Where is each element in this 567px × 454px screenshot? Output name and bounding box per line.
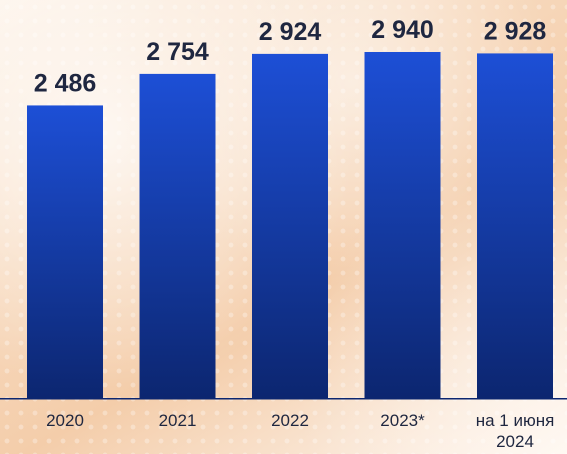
bar-0 bbox=[27, 105, 103, 398]
bar-3 bbox=[364, 52, 441, 398]
value-label-4: 2 928 bbox=[484, 17, 547, 45]
value-label-1: 2 754 bbox=[146, 38, 209, 66]
x-tick-label-1: 2021 bbox=[159, 411, 197, 430]
bar-2 bbox=[252, 53, 328, 398]
x-tick-label-0: 2020 bbox=[46, 411, 84, 430]
value-label-2: 2 924 bbox=[259, 18, 322, 46]
bar-1 bbox=[139, 73, 216, 398]
bars-group bbox=[27, 52, 553, 399]
value-labels-group: 2 486 2 754 2 924 2 940 2 928 bbox=[34, 16, 547, 97]
x-tick-label-4: на 1 июня 2024 bbox=[476, 411, 555, 451]
x-tick-label-2: 2022 bbox=[271, 411, 309, 430]
x-tick-labels-group: 2020 2021 2022 2023* на 1 июня 2024 bbox=[46, 411, 554, 451]
x-tick-label-3: 2023* bbox=[380, 411, 425, 430]
bar-4 bbox=[477, 53, 553, 399]
value-label-0: 2 486 bbox=[34, 69, 97, 97]
value-label-3: 2 940 bbox=[371, 16, 434, 44]
